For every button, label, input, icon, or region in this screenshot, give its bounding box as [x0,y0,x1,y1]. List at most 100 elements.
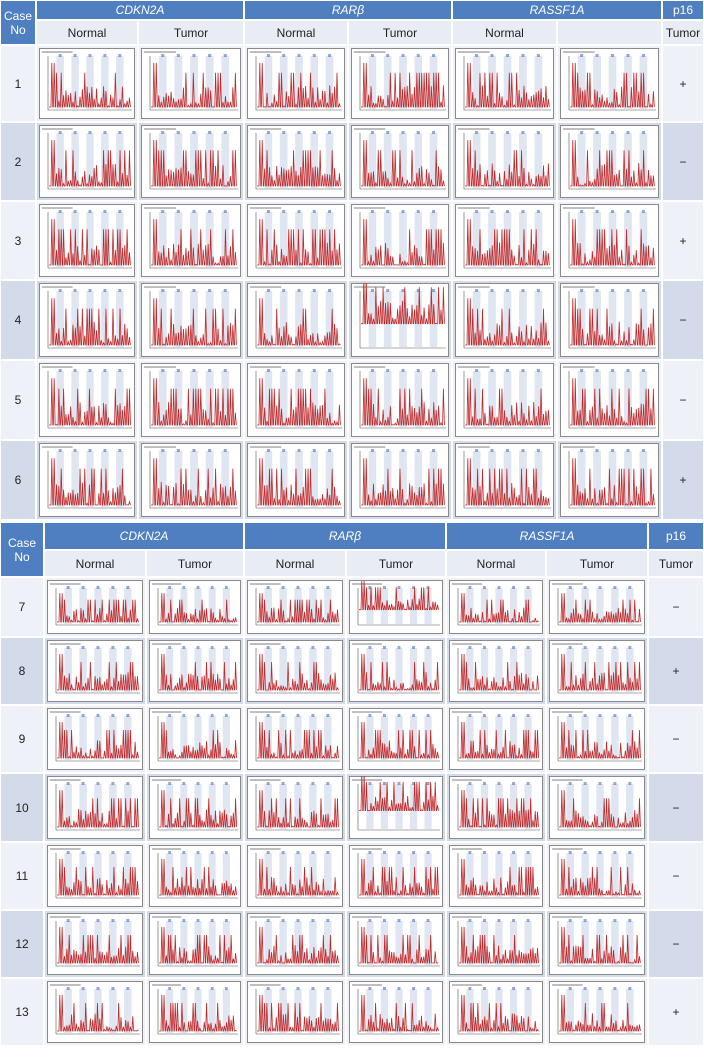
pyrogram [560,443,659,517]
pyrogram [449,776,543,839]
case-number: 11 [0,842,44,910]
case-number: 12 [0,910,44,978]
pyrogram [47,981,143,1043]
pyrogram [39,204,135,277]
pyrogram [449,913,543,975]
pyrogram [141,48,241,119]
pyrogram [247,580,343,634]
pyrogram [455,283,554,357]
pyrogram [47,776,143,839]
sub-header: Normal [244,20,348,45]
p16-status: − [648,910,704,978]
pyrogram [149,776,241,839]
pyrogram [39,363,135,437]
pyrogram [247,125,345,198]
sub-header [557,20,662,45]
case-number: 10 [0,773,44,842]
gene-header: CDKN2A [44,522,244,550]
p16-status: − [648,577,704,637]
pyrogram [349,913,443,975]
sub-header: Tumor [138,20,244,45]
pyrogram [39,48,135,119]
case-number: 5 [0,360,36,440]
p16-status: − [648,705,704,773]
pyrogram [149,845,241,907]
pyrogram [141,204,241,277]
pyrogram [549,913,645,975]
p16-status: − [648,842,704,910]
pyrogram [247,776,343,839]
gene-header: RARβ [244,0,452,20]
gene-header: RASSF1A [446,522,648,550]
case-number: 13 [0,978,44,1046]
pyrogram [349,708,443,770]
p16-status: − [662,280,704,360]
pyrogram [560,363,659,437]
pyrogram [39,283,135,357]
sub-header: Normal [44,550,146,577]
p16-status: − [648,773,704,842]
p16-status: + [662,201,704,280]
pyrogram [47,845,143,907]
p16-status: − [662,122,704,201]
pyrogram [455,204,554,277]
case-number: 8 [0,637,44,705]
pyrogram [351,48,449,119]
sub-header: Tumor [346,550,446,577]
pyrogram [47,708,143,770]
case-number: 9 [0,705,44,773]
pyrogram [549,776,645,839]
pyrogram [247,283,345,357]
gene-header: RARβ [244,522,446,550]
pyrogram [455,363,554,437]
pyrogram [449,640,543,702]
p16-status: − [662,360,704,440]
pyrogram [149,580,241,634]
pyrogram [247,363,345,437]
case-number: 2 [0,122,36,201]
case-number: 6 [0,440,36,520]
pyrogram [349,580,443,634]
pyrogram [549,845,645,907]
pyrogram [141,125,241,198]
pyrogram [47,913,143,975]
pyrogram [560,283,659,357]
sub-header: Normal [446,550,546,577]
pyrogram [247,845,343,907]
p16-status: + [662,440,704,520]
sub-header: Tumor [546,550,648,577]
case-number: 7 [0,577,44,637]
pyrogram [549,708,645,770]
pyrogram [149,708,241,770]
sub-header: Tumor [146,550,244,577]
case-header: Case No [0,522,44,577]
pyrogram [549,580,645,634]
pyrogram [149,981,241,1043]
pyrogram [455,48,554,119]
sub-header: Tumor [348,20,452,45]
pyrogram [39,125,135,198]
sub-header: Tumor [662,20,704,45]
pyrogram [47,640,143,702]
pyrogram [39,443,135,517]
sub-header: Normal [244,550,346,577]
p16-status: + [648,637,704,705]
pyrogram [449,708,543,770]
pyrogram [247,708,343,770]
sub-header: Normal [36,20,138,45]
case-number: 3 [0,201,36,280]
pyrogram [351,443,449,517]
gene-header: p16 [648,522,704,550]
pyrogram [247,981,343,1043]
case-number: 4 [0,280,36,360]
pyrogram [560,204,659,277]
pyrogram [247,48,345,119]
pyrogram [449,981,543,1043]
pyrogram [247,443,345,517]
pyrogram [449,580,543,634]
pyrogram [455,443,554,517]
pyrogram [141,283,241,357]
gene-header: RASSF1A [452,0,662,20]
pyrogram [149,913,241,975]
pyrogram [560,125,659,198]
